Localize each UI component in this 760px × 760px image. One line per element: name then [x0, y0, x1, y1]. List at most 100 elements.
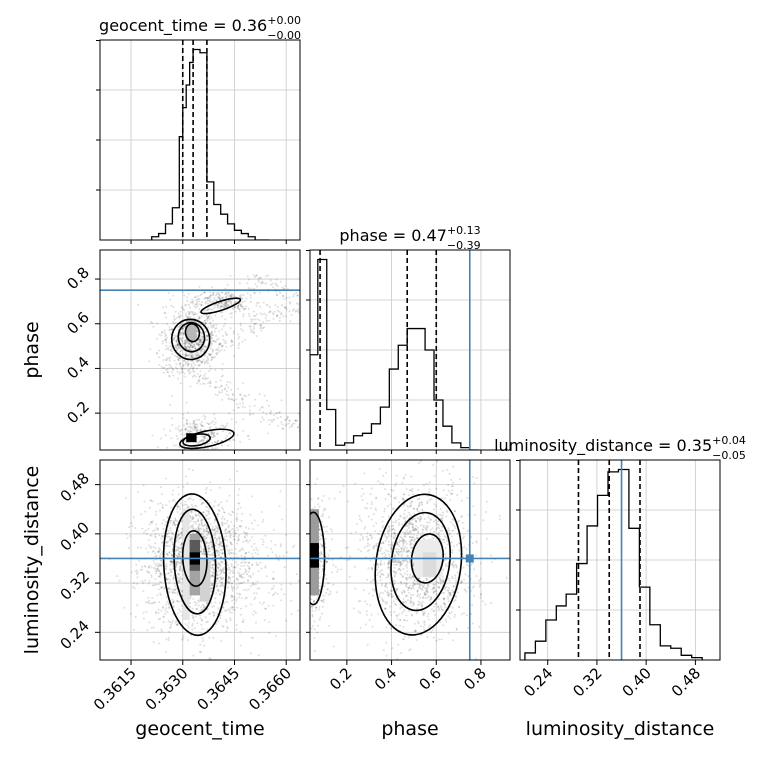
sample-point	[206, 499, 209, 502]
sample-point	[334, 565, 337, 568]
sample-point	[191, 352, 193, 355]
sample-point	[441, 529, 444, 532]
sample-point	[211, 319, 214, 322]
sample-point	[223, 306, 226, 309]
sample-point	[150, 566, 153, 569]
sample-point	[220, 549, 223, 552]
sample-point	[408, 576, 411, 579]
sample-point	[245, 596, 248, 599]
sample-point	[247, 561, 250, 564]
sample-point	[222, 296, 224, 299]
sample-point	[205, 486, 208, 489]
sample-point	[204, 616, 207, 619]
sample-point	[307, 428, 309, 430]
sample-point	[214, 601, 217, 604]
sample-point	[222, 625, 225, 628]
sample-point	[237, 308, 240, 311]
sample-point	[193, 343, 196, 346]
sample-point	[253, 325, 255, 328]
sample-point	[395, 561, 398, 564]
sample-point	[229, 619, 232, 622]
sample-point	[448, 532, 451, 535]
sample-point	[239, 440, 242, 443]
sample-point	[249, 328, 252, 331]
sample-point	[248, 405, 251, 408]
sample-point	[151, 434, 154, 437]
sample-point	[198, 364, 201, 367]
sample-point	[176, 612, 179, 615]
sample-point	[221, 344, 224, 347]
sample-point	[195, 423, 198, 426]
sample-point	[203, 524, 206, 526]
sample-point	[215, 580, 218, 583]
sample-point	[177, 530, 180, 532]
sample-point	[220, 591, 223, 594]
sample-point	[259, 561, 262, 564]
sample-point	[187, 362, 190, 365]
sample-point	[253, 598, 256, 601]
sample-point	[401, 539, 404, 542]
sample-point	[282, 315, 285, 317]
sample-point	[150, 521, 153, 524]
sample-point	[243, 406, 246, 409]
sample-point	[482, 519, 485, 522]
sample-point	[203, 345, 206, 348]
sample-point	[412, 529, 415, 532]
sample-point	[210, 359, 213, 362]
sample-point	[357, 610, 360, 613]
sample-point	[284, 424, 287, 427]
sample-point	[211, 358, 214, 361]
sample-point	[232, 511, 235, 514]
sample-point	[221, 506, 223, 509]
sample-point	[175, 435, 178, 438]
sample-point	[161, 340, 164, 343]
sample-point	[294, 419, 297, 422]
sample-point	[208, 612, 211, 615]
sample-point	[392, 524, 395, 527]
sample-point	[279, 545, 282, 548]
sample-point	[211, 574, 214, 577]
sample-point	[179, 568, 182, 571]
sample-point	[397, 552, 400, 555]
sample-point	[438, 586, 440, 589]
sample-point	[191, 505, 194, 508]
sample-point	[411, 527, 414, 530]
sample-point	[433, 586, 436, 589]
sample-point	[416, 529, 419, 531]
sample-point	[445, 586, 448, 589]
sample-point	[417, 517, 420, 520]
sample-point	[232, 572, 235, 575]
sample-point	[418, 519, 421, 522]
sample-point	[225, 610, 228, 612]
sample-point	[278, 310, 281, 313]
sample-point	[404, 662, 406, 664]
sample-point	[242, 313, 245, 316]
sample-point	[238, 574, 241, 577]
sample-point	[228, 608, 231, 611]
sample-point	[180, 333, 183, 336]
sample-point	[368, 619, 371, 622]
sample-point	[180, 371, 183, 374]
sample-point	[420, 602, 423, 605]
sample-point	[498, 518, 501, 521]
sample-point	[226, 539, 229, 542]
sample-point	[418, 503, 421, 506]
sample-point	[223, 571, 226, 574]
sample-point	[375, 544, 378, 547]
sample-point	[373, 563, 376, 566]
sample-point	[424, 527, 427, 530]
sample-point	[360, 495, 363, 498]
sample-point	[165, 565, 168, 568]
sample-point	[236, 583, 238, 586]
sample-point	[423, 620, 426, 623]
sample-point	[168, 607, 171, 610]
sample-point	[278, 411, 281, 414]
sample-point	[202, 382, 204, 385]
sample-point	[258, 291, 261, 294]
sample-point	[435, 590, 438, 593]
sample-point	[201, 519, 204, 522]
sample-point	[233, 595, 236, 598]
sample-point	[375, 496, 378, 499]
sample-point	[211, 566, 214, 569]
sample-point	[177, 572, 180, 575]
